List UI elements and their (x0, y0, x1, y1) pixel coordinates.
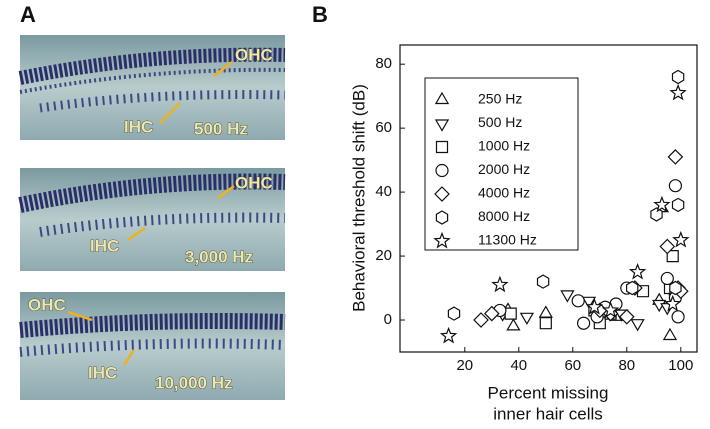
data-point (585, 298, 604, 315)
legend-marker (434, 186, 450, 202)
data-point (671, 310, 685, 324)
data-point (671, 69, 685, 85)
ihc-label: IHC (88, 363, 117, 382)
data-point (672, 230, 690, 248)
legend-marker (435, 210, 449, 225)
ohc-label: OHC (28, 295, 66, 314)
x-axis-label: Percent missing (488, 383, 609, 402)
ohc-label: OHC (235, 45, 273, 64)
data-point (601, 301, 620, 318)
y-tick-label: 60 (375, 119, 392, 136)
legend-label: 250 Hz (478, 91, 522, 107)
legend-marker (434, 119, 450, 132)
data-point (483, 305, 500, 322)
plot-frame (399, 44, 698, 353)
micrograph: OHC IHC 3,000 Hz (18, 168, 286, 271)
legend-label: 500 Hz (478, 114, 522, 130)
micrograph: OHC IHC 10,000 Hz (19, 292, 286, 400)
frequency-label: 500 Hz (194, 119, 248, 138)
data-point (539, 317, 552, 330)
data-point (630, 319, 645, 332)
data-point (660, 271, 674, 286)
panel-label: B (312, 2, 328, 27)
data-point (581, 296, 597, 309)
ihc-label: IHC (124, 117, 153, 136)
data-point (571, 294, 585, 308)
micrograph: OHC IHC 500 Hz (18, 35, 286, 140)
x-axis-label: inner hair cells (493, 404, 603, 423)
frequency-label: 10,000 Hz (155, 373, 233, 392)
legend-label: 2000 Hz (478, 161, 530, 177)
x-tick-label: 60 (564, 357, 581, 374)
legend-label: 11300 Hz (478, 232, 537, 248)
frequency-label: 3,000 Hz (185, 247, 253, 266)
data-point (473, 312, 489, 328)
data-point (650, 207, 663, 222)
data-point (447, 306, 461, 321)
legend-marker (433, 231, 451, 249)
data-point (506, 318, 521, 331)
x-tick-label: 20 (456, 357, 473, 374)
data-point (628, 262, 647, 280)
y-tick-label: 0 (384, 311, 392, 328)
data-point (519, 312, 535, 325)
data-point (504, 307, 517, 320)
data-point (669, 280, 682, 296)
legend-label: 4000 Hz (478, 185, 530, 201)
y-tick-label: 20 (375, 247, 392, 264)
y-tick-label: 80 (375, 55, 392, 72)
legend-marker (434, 91, 450, 105)
data-point (659, 238, 676, 255)
data-point (666, 250, 679, 263)
y-tick-label: 40 (375, 183, 392, 200)
legend-marker (435, 140, 449, 154)
data-point (576, 316, 591, 330)
x-tick-label: 100 (668, 357, 693, 374)
data-point (625, 280, 639, 296)
data-point (669, 83, 687, 101)
legend-label: 1000 Hz (478, 138, 530, 154)
y-axis-label: Behavioral threshold shift (dB) (349, 84, 368, 312)
data-point (662, 327, 678, 341)
legend-marker (435, 163, 449, 178)
ihc-label: IHC (90, 236, 119, 255)
data-point (618, 308, 635, 325)
legend (424, 77, 579, 251)
data-point (668, 179, 683, 193)
x-tick-label: 40 (510, 357, 527, 374)
data-point (664, 294, 682, 312)
data-point (671, 197, 685, 213)
data-point (491, 275, 509, 293)
data-point (653, 195, 671, 213)
data-point (560, 290, 575, 303)
data-point (536, 274, 550, 289)
ohc-label: OHC (235, 173, 273, 192)
data-point (667, 149, 684, 165)
data-point (439, 326, 458, 344)
data-point (538, 305, 553, 318)
panel-label: A (20, 2, 36, 27)
x-tick-label: 80 (618, 357, 635, 374)
legend-label: 8000 Hz (478, 208, 530, 224)
